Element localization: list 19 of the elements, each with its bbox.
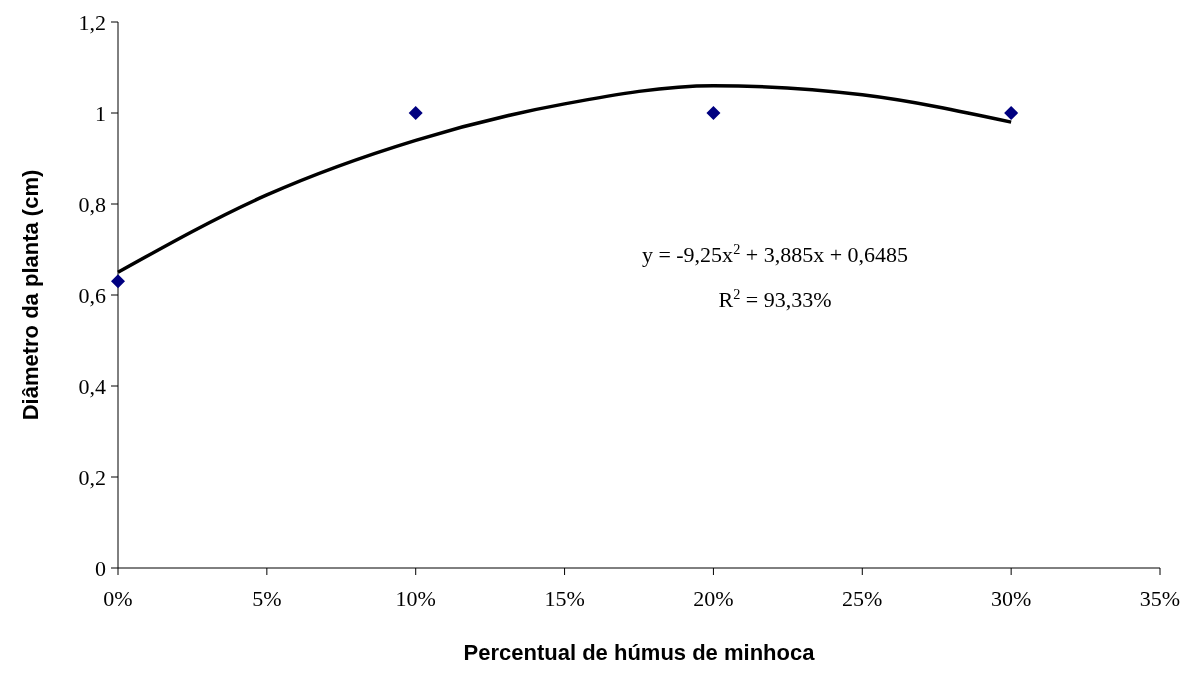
x-tick-label: 25% [842, 586, 883, 611]
y-tick-label: 0,2 [78, 464, 106, 490]
x-tick-label: 5% [252, 586, 282, 611]
y-tick-label: 0 [95, 555, 106, 581]
y-axis-title: Diâmetro da planta (cm) [18, 169, 43, 421]
y-tick-label: 0,4 [78, 373, 106, 399]
annotation: y = -9,25x$^{2}$ + 3,885x + 0,6485 [641, 241, 909, 267]
x-tick-label: 15% [544, 586, 585, 611]
x-tick-label: 10% [395, 586, 436, 611]
y-tick-label: 1,2 [78, 9, 106, 35]
x-tick-label: 20% [693, 586, 734, 611]
x-tick-label: 30% [990, 586, 1032, 611]
x-axis-title: Percentual de húmus de minhoca [463, 640, 816, 665]
x-tick-label: 0% [103, 586, 133, 611]
annotation: R$^{2}$ = 93,33% [718, 286, 832, 312]
y-tick-label: 1 [95, 100, 106, 126]
y-tick-label: 0,8 [78, 191, 106, 217]
y-tick-label: 0,6 [78, 282, 106, 308]
x-tick-label: 35% [1139, 586, 1181, 611]
